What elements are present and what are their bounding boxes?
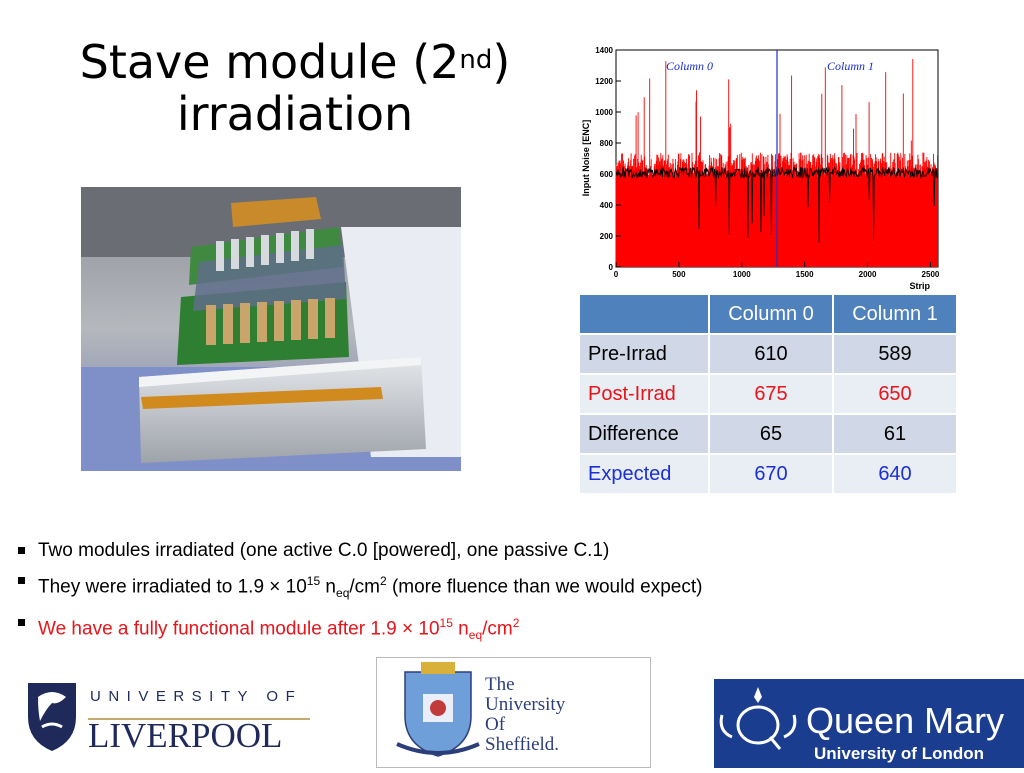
series-post-irrad: [615, 59, 938, 267]
sheffield-line-3: Of: [485, 714, 506, 735]
bullet-list: Two modules irradiated (one active C.0 […: [16, 536, 702, 650]
row-label: Difference: [578, 413, 710, 455]
cell-column0: 675: [708, 373, 834, 415]
table-header-column1: Column 1: [832, 293, 958, 335]
x-tick-label: 2000: [859, 270, 877, 279]
page-title: Stave module (2nd) irradiation: [60, 36, 530, 140]
cell-column1: 640: [832, 453, 958, 495]
sheffield-line-2: University: [485, 694, 566, 715]
cell-column1: 589: [832, 333, 958, 375]
bullet-item: We have a fully functional module after …: [16, 608, 702, 650]
queen-mary-sub-text: University of London: [814, 744, 984, 763]
sheffield-line-4: Sheffield.: [485, 734, 559, 755]
stave-module-photo: [81, 187, 461, 471]
table-row: Post-Irrad 675 650: [578, 373, 958, 415]
table-header-column0: Column 0: [708, 293, 834, 335]
x-axis-label: Strip: [909, 281, 930, 291]
y-tick-label: 200: [600, 232, 614, 241]
cell-column0: 670: [708, 453, 834, 495]
bullet-square-icon: [18, 547, 25, 554]
liverpool-logo: UNIVERSITY OF LIVERPOOL: [24, 675, 314, 755]
row-label: Pre-Irrad: [578, 333, 710, 375]
table-header-empty: [578, 293, 710, 335]
cell-column0: 610: [708, 333, 834, 375]
bullet-square-icon: [18, 619, 25, 627]
x-tick-label: 1000: [733, 270, 751, 279]
noise-plot: 0 200 400 600 800 1000 1200 1400 0 500 1000 1500 20…: [574, 46, 944, 292]
row-label: Post-Irrad: [578, 373, 710, 415]
bullet-square-icon: [18, 577, 25, 584]
y-tick-label: 1200: [595, 77, 613, 86]
plot-annotation-column0: Column 0: [666, 59, 713, 73]
title-line-1: Stave module (2nd): [79, 35, 511, 89]
y-tick-label: 800: [600, 139, 614, 148]
x-tick-label: 0: [614, 270, 619, 279]
y-tick-label: 400: [600, 201, 614, 210]
cell-column0: 65: [708, 413, 834, 455]
y-tick-label: 1000: [595, 108, 613, 117]
x-tick-label: 2500: [922, 270, 940, 279]
table-row: Difference 65 61: [578, 413, 958, 455]
table-row: Pre-Irrad 610 589: [578, 333, 958, 375]
plot-annotation-column1: Column 1: [827, 59, 874, 73]
cell-column1: 650: [832, 373, 958, 415]
queen-mary-emblem-icon: [719, 705, 797, 750]
y-tick-label: 1400: [595, 46, 613, 55]
table-header-row: Column 0 Column 1: [578, 293, 958, 335]
row-label: Expected: [578, 453, 710, 495]
liverpool-top-text: UNIVERSITY OF: [90, 688, 302, 705]
y-tick-label: 0: [609, 263, 614, 272]
title-line-2: irradiation: [176, 87, 414, 141]
y-axis-label: Input Noise [ENC]: [581, 120, 591, 197]
table-row: Expected 670 640: [578, 453, 958, 495]
series-red-trace: [615, 59, 938, 267]
sheffield-logo: The University Of Sheffield.: [376, 657, 651, 768]
bullet-item: They were irradiated to 1.9 × 1015 neq/c…: [16, 566, 702, 608]
x-tick-label: 1500: [796, 270, 814, 279]
x-tick-label: 500: [672, 270, 686, 279]
y-axis-ticks: 0 200 400 600 800 1000 1200 1400: [595, 46, 621, 272]
queen-mary-main-text: Queen Mary: [806, 700, 1004, 741]
bullet-item: Two modules irradiated (one active C.0 […: [16, 536, 702, 566]
cell-column1: 61: [832, 413, 958, 455]
queen-mary-logo: Queen Mary University of London: [714, 679, 1024, 768]
liverpool-main-text: LIVERPOOL: [88, 716, 282, 755]
sheffield-line-1: The: [485, 674, 515, 695]
y-tick-label: 600: [600, 170, 614, 179]
x-axis-ticks: 0 500 1000 1500 2000 2500: [614, 262, 940, 279]
results-table: Column 0 Column 1 Pre-Irrad 610 589 Post…: [578, 293, 958, 495]
